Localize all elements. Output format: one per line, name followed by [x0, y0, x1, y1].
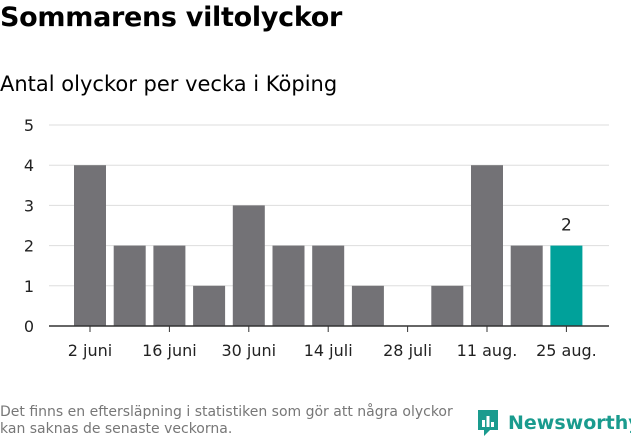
bar	[312, 245, 345, 326]
bar	[351, 285, 384, 326]
bar	[471, 165, 503, 326]
footnote: Det finns en eftersläpning i statistiken…	[0, 404, 453, 437]
bar	[550, 245, 583, 326]
bar	[113, 245, 146, 326]
x-tick-label: 14 juli	[304, 341, 353, 360]
x-tick-label: 11 aug.	[457, 341, 518, 360]
bar	[232, 205, 265, 326]
x-tick-label: 16 juni	[142, 341, 197, 360]
y-tick-label: 1	[24, 277, 34, 296]
newsworthy-logo-icon	[478, 410, 498, 436]
bar-chart: 0 1 2 3 4 5 2 juni 16 juni 30 juni 14 juli 28 jul…	[24, 116, 609, 360]
y-tick-label: 5	[24, 116, 34, 135]
bar	[272, 245, 305, 326]
chart-subtitle: Antal olyckor per vecka i Köping	[0, 72, 338, 96]
x-axis-ticks: 2 juni 16 juni 30 juni 14 juli 28 juli 11 aug…	[68, 326, 597, 360]
bar-data-label: 2	[561, 216, 572, 236]
data-labels: 2	[561, 216, 572, 236]
y-tick-label: 2	[24, 237, 34, 256]
bar	[193, 285, 226, 326]
bar	[510, 245, 543, 326]
y-tick-label: 4	[24, 156, 34, 175]
bar	[153, 245, 186, 326]
x-tick-label: 2 juni	[68, 341, 112, 360]
brand-logo: Newsworthy	[476, 408, 631, 438]
y-tick-label: 0	[24, 317, 34, 336]
bar	[74, 165, 106, 326]
y-tick-label: 3	[24, 196, 34, 215]
chart-title: Sommarens viltolyckor	[0, 2, 343, 33]
brand-name: Newsworthy	[508, 412, 631, 434]
x-tick-label: 25 aug.	[536, 341, 597, 360]
y-axis-ticks: 0 1 2 3 4 5	[24, 116, 34, 336]
bar	[431, 285, 464, 326]
x-tick-label: 30 juni	[221, 341, 276, 360]
bars	[74, 165, 583, 326]
x-tick-label: 28 juli	[383, 341, 432, 360]
